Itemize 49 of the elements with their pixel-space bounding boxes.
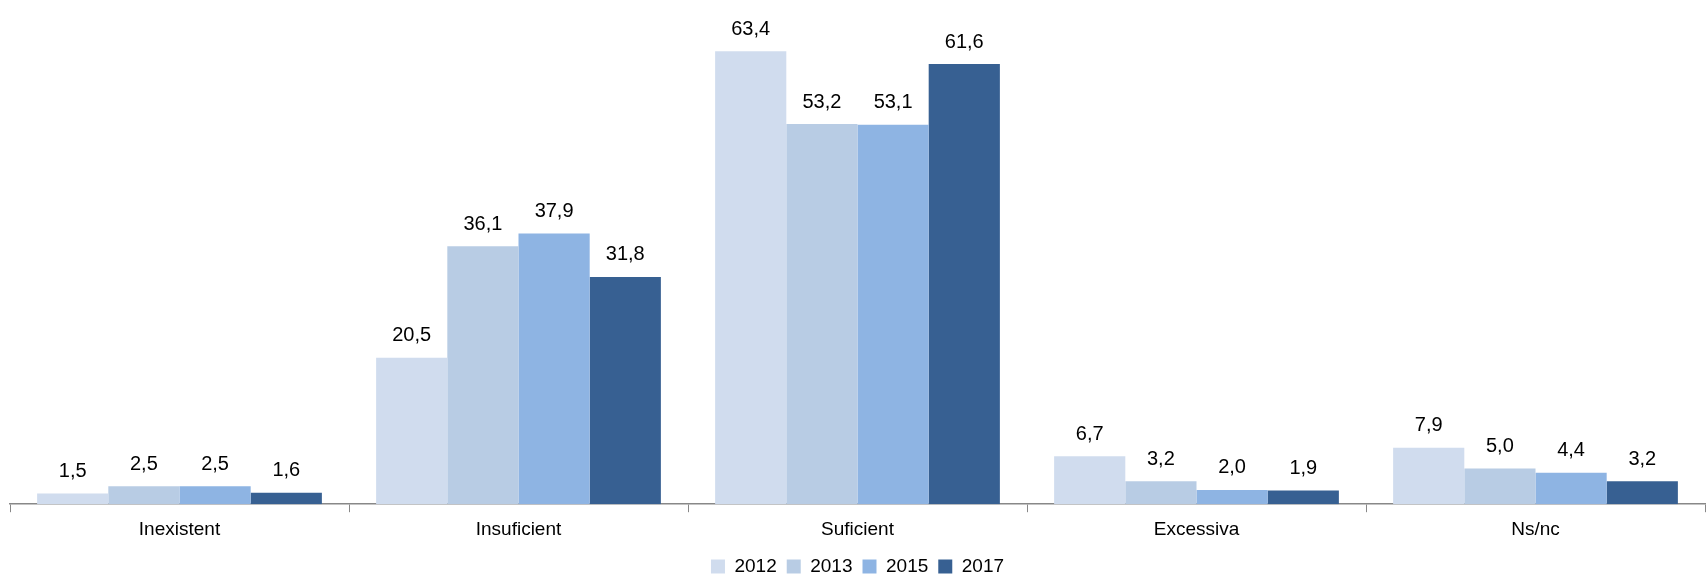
bar bbox=[179, 486, 251, 505]
data-label: 2,0 bbox=[1218, 455, 1246, 478]
bar bbox=[1535, 472, 1607, 505]
data-label: 20,5 bbox=[392, 323, 432, 346]
data-label: 2,5 bbox=[201, 451, 229, 474]
bar bbox=[786, 124, 858, 505]
data-label: 7,9 bbox=[1414, 413, 1443, 436]
data-label: 63,4 bbox=[731, 16, 771, 39]
data-label: 37,9 bbox=[534, 198, 574, 221]
bar bbox=[518, 233, 590, 505]
x-tick-label: Insuficient bbox=[475, 517, 562, 539]
bar bbox=[928, 64, 1000, 505]
data-label: 4,4 bbox=[1557, 438, 1585, 461]
bar bbox=[715, 51, 787, 505]
x-tick-label: Ns/nc bbox=[1511, 517, 1560, 539]
data-label: 53,1 bbox=[873, 90, 913, 113]
data-label: 36,1 bbox=[463, 211, 503, 234]
data-label: 6,7 bbox=[1075, 421, 1104, 444]
legend-label: 2012 bbox=[734, 554, 777, 576]
bar bbox=[1464, 468, 1536, 505]
data-label: 5,0 bbox=[1486, 433, 1514, 456]
legend-label: 2017 bbox=[961, 554, 1005, 576]
legend-label: 2013 bbox=[810, 554, 853, 576]
bar bbox=[1393, 447, 1465, 505]
bar bbox=[1606, 481, 1678, 505]
bar bbox=[250, 492, 322, 505]
bar bbox=[1054, 456, 1126, 505]
data-label: 1,6 bbox=[272, 458, 301, 481]
data-label: 3,2 bbox=[1147, 446, 1175, 469]
data-label: 61,6 bbox=[944, 29, 984, 52]
bar bbox=[1267, 490, 1339, 505]
bar bbox=[37, 493, 109, 505]
data-label: 31,8 bbox=[605, 242, 645, 265]
bar bbox=[589, 276, 661, 505]
data-label: 1,5 bbox=[58, 459, 87, 481]
data-label: 2,5 bbox=[130, 451, 158, 474]
bar bbox=[1196, 489, 1268, 505]
data-label: 3,2 bbox=[1628, 446, 1657, 469]
bar bbox=[447, 246, 519, 505]
legend-label: 2015 bbox=[886, 554, 929, 576]
bar bbox=[857, 124, 929, 505]
data-label: 53,2 bbox=[802, 89, 842, 112]
x-tick-label: Suficient bbox=[821, 517, 895, 539]
data-label: 1,9 bbox=[1289, 456, 1318, 479]
x-tick-label: Excessiva bbox=[1153, 517, 1240, 539]
bar bbox=[376, 357, 448, 505]
bar bbox=[1125, 481, 1197, 505]
bar bbox=[108, 486, 180, 505]
x-tick-label: Inexistent bbox=[138, 517, 221, 539]
